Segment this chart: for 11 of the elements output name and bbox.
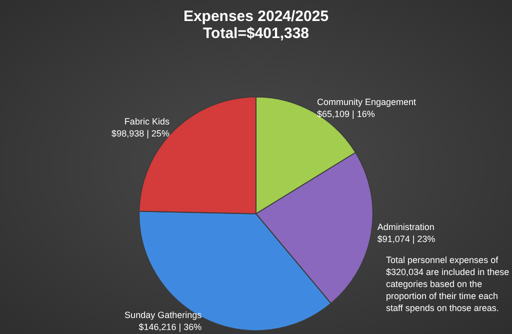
slice-label: Administration (377, 222, 434, 232)
text: Total personnel expenses of $320,034 are included in these categories based on the proportion of their time each staff spends on those areas. (386, 254, 510, 314)
data-label: $146,216 | 36% (138, 322, 202, 332)
chart-title: Expenses 2024/2025 (183, 8, 329, 25)
data-label: $91,074 | 23% (377, 234, 436, 244)
chart-subtitle: Total=$401,338 (202, 25, 310, 42)
slice-label: Sunday Gatherings (124, 310, 202, 320)
data-label: $65,109 | 16% (316, 109, 375, 120)
slice-label: Community Engagement (316, 97, 417, 108)
slice-label: Fabric Kids (124, 116, 170, 126)
data-label: $98,938 | 25% (112, 128, 170, 138)
